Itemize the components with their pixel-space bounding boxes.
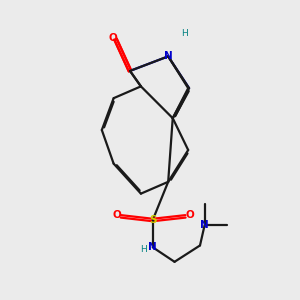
Text: N: N: [148, 242, 157, 252]
Text: N: N: [200, 220, 209, 230]
Text: O: O: [112, 210, 121, 220]
Text: N: N: [164, 51, 172, 62]
Text: S: S: [149, 215, 157, 225]
Text: O: O: [185, 210, 194, 220]
Text: H: H: [140, 245, 147, 254]
Text: O: O: [109, 33, 118, 43]
Text: H: H: [181, 29, 188, 38]
